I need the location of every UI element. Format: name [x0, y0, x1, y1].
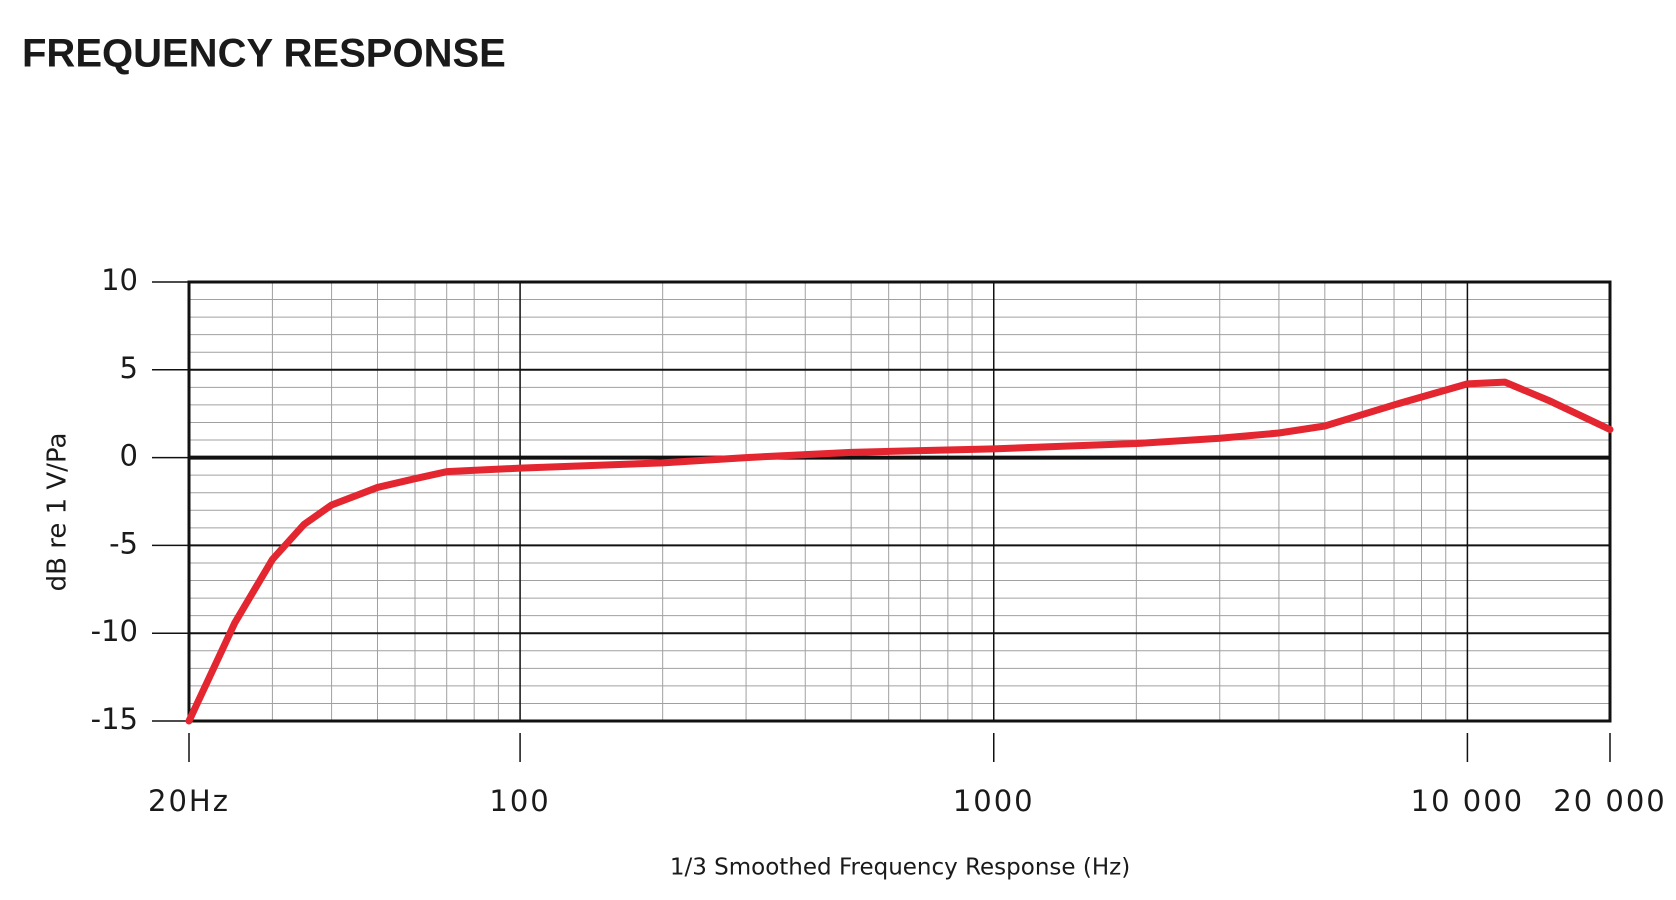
x-axis-label: 1/3 Smoothed Frequency Response (Hz) [670, 855, 1130, 881]
y-tick-label: 0 [120, 439, 138, 473]
x-tick-label: 10 000 [1411, 784, 1524, 818]
y-axis-label: dB re 1 V/Pa [43, 433, 73, 592]
y-tick-label: -15 [91, 702, 138, 736]
plot-frame [187, 280, 1612, 723]
y-tick-label: -5 [109, 526, 138, 560]
y-tick-label: -10 [91, 614, 138, 648]
x-tick-label: 20Hz [148, 784, 230, 818]
x-tick-label: 100 [489, 784, 550, 818]
y-tick-label: 5 [120, 351, 138, 385]
y-tick-label: 10 [101, 263, 138, 297]
response-line [185, 378, 1614, 725]
chart-title: FREQUENCY RESPONSE [22, 32, 506, 76]
x-tick-label: 1000 [953, 784, 1035, 818]
x-tick-label: 20 000 [1553, 784, 1666, 818]
